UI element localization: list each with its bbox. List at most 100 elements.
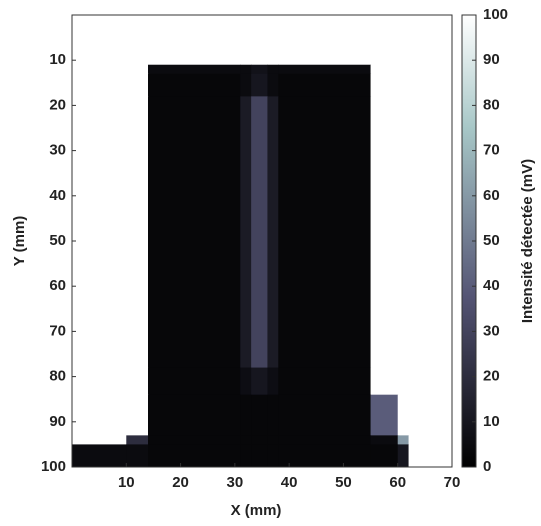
heatmap-cell — [240, 73, 252, 97]
heatmap-cell — [397, 444, 410, 468]
heatmap-cell — [267, 73, 279, 97]
x-tick-label: 60 — [389, 474, 406, 491]
heatmap-cell — [126, 444, 149, 468]
x-tick-label: 10 — [118, 474, 135, 491]
heatmap-cell — [267, 367, 279, 396]
x-tick-label: 20 — [172, 474, 189, 491]
heatmap-cell — [267, 394, 279, 436]
x-tick-label: 70 — [444, 474, 461, 491]
y-tick-label: 80 — [49, 368, 66, 385]
heatmap-cell — [240, 435, 252, 445]
y-tick-label: 70 — [49, 322, 66, 339]
heatmap-cell — [72, 96, 127, 369]
heatmap-cell — [72, 435, 127, 445]
heatmap-cell — [267, 444, 279, 468]
colorbar-tick-label: 100 — [483, 6, 508, 23]
heatmap-cell — [251, 15, 268, 66]
heatmap-cell — [267, 64, 279, 75]
heatmap-cell — [251, 435, 268, 445]
heatmap-cell — [278, 394, 372, 436]
heatmap-cell — [397, 15, 410, 66]
y-tick-label: 100 — [41, 458, 66, 475]
heatmap-cell — [408, 394, 453, 436]
heatmap-cell — [72, 367, 127, 396]
heatmap-cell — [370, 435, 399, 445]
y-tick-label: 50 — [49, 232, 66, 249]
heatmap-cell — [408, 64, 453, 75]
heatmap-cell — [251, 444, 268, 468]
heatmap-cell — [370, 73, 399, 97]
heatmap-cell — [148, 96, 241, 369]
heatmap-cell — [370, 394, 399, 436]
heatmap-cell — [240, 15, 252, 66]
y-tick-label: 10 — [49, 51, 66, 68]
heatmap-cell — [278, 15, 372, 66]
heatmap-cell — [251, 96, 268, 369]
heatmap-cell — [397, 394, 410, 436]
heatmap-cell — [72, 15, 127, 66]
colorbar-tick-label: 30 — [483, 322, 500, 339]
heatmap-cell — [126, 435, 149, 445]
colorbar-tick-label: 80 — [483, 96, 500, 113]
heatmap-cell — [251, 394, 268, 436]
heatmap-cell — [126, 394, 149, 436]
heatmap-cell — [240, 64, 252, 75]
heatmap-cell — [267, 15, 279, 66]
heatmap-cell — [370, 15, 399, 66]
heatmap-cell — [251, 367, 268, 396]
heatmap-cell — [148, 367, 241, 396]
colorbar-tick-label: 20 — [483, 368, 500, 385]
heatmap-cell — [397, 96, 410, 369]
heatmap-cell — [240, 444, 252, 468]
colorbar-tick-label: 10 — [483, 413, 500, 430]
heatmap-cell — [278, 367, 372, 396]
heatmap-cell — [267, 96, 279, 369]
heatmap-cell — [370, 64, 399, 75]
heatmap-cell — [278, 435, 372, 445]
heatmap-cell — [148, 444, 241, 468]
heatmap-cell — [408, 444, 453, 468]
colorbar-tick-label: 60 — [483, 187, 500, 204]
heatmap-cell — [148, 435, 241, 445]
heatmap-cell — [251, 64, 268, 75]
heatmap-cell — [397, 64, 410, 75]
heatmap-cell — [126, 73, 149, 97]
y-tick-label: 60 — [49, 277, 66, 294]
heatmap-cell — [126, 367, 149, 396]
colorbar-tick-label: 0 — [483, 458, 491, 475]
colorbar-tick-label: 40 — [483, 277, 500, 294]
colorbar-tick-label: 70 — [483, 142, 500, 159]
colorbar-tick-label: 50 — [483, 232, 500, 249]
heatmap-cell — [408, 367, 453, 396]
heatmap-cell — [148, 73, 241, 97]
heatmap-cell — [72, 444, 127, 468]
heatmap-cell — [370, 367, 399, 396]
heatmap-cell — [370, 96, 399, 369]
heatmap-cell — [278, 64, 372, 75]
heatmap-cell — [148, 64, 241, 75]
x-tick-label: 30 — [227, 474, 244, 491]
heatmap-cell — [148, 394, 241, 436]
y-tick-label: 20 — [49, 96, 66, 113]
heatmap-cell — [397, 367, 410, 396]
heatmap-cell — [408, 73, 453, 97]
heatmap-cell — [278, 444, 372, 468]
heatmap-cell — [240, 96, 252, 369]
heatmap-cell — [278, 73, 372, 97]
heatmap-cell — [267, 435, 279, 445]
heatmap-cell — [408, 96, 453, 369]
heatmap-cell — [397, 435, 410, 445]
heatmap-cell — [72, 73, 127, 97]
y-tick-label: 90 — [49, 413, 66, 430]
x-tick-label: 40 — [281, 474, 298, 491]
heatmap — [72, 15, 453, 468]
x-axis-label: X (mm) — [231, 502, 282, 519]
x-tick-label: 50 — [335, 474, 352, 491]
heatmap-cell — [370, 444, 399, 468]
heatmap-cell — [251, 73, 268, 97]
heatmap-cell — [240, 394, 252, 436]
heatmap-cell — [278, 96, 372, 369]
y-tick-label: 40 — [49, 187, 66, 204]
heatmap-cell — [126, 96, 149, 369]
heatmap-cell — [240, 367, 252, 396]
